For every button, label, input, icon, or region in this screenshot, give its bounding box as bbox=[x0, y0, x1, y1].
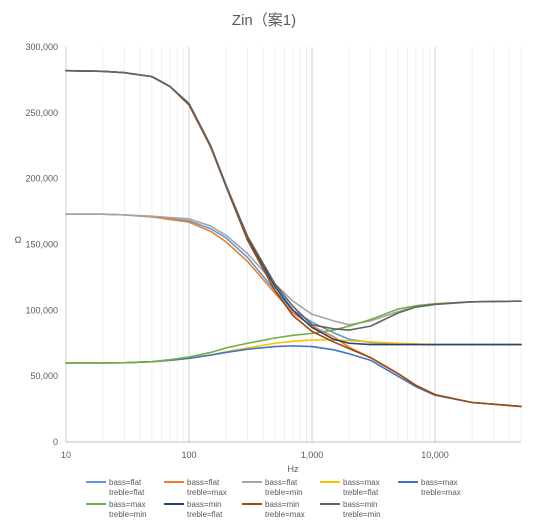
legend-label: treble=max bbox=[421, 488, 461, 497]
x-tick-label: 1,000 bbox=[301, 450, 324, 460]
legend-label: treble=min bbox=[265, 488, 303, 497]
y-tick-label: 300,000 bbox=[25, 42, 58, 52]
series-line-9 bbox=[65, 69, 522, 331]
x-axis-title: Hz bbox=[288, 464, 299, 474]
y-tick-label: 150,000 bbox=[25, 240, 58, 250]
axis-layer: 10 100 1,000 10,000 0 50,000 100,000 150,000 200… bbox=[25, 42, 521, 460]
series-line-3 bbox=[65, 213, 522, 326]
series-line-1 bbox=[65, 213, 522, 346]
legend-label: treble=max bbox=[187, 488, 227, 497]
legend-label: bass=flat bbox=[265, 478, 298, 487]
legend-label: bass=min bbox=[343, 500, 377, 509]
y-axis-title: Ω bbox=[15, 235, 22, 245]
legend-label: bass=max bbox=[421, 478, 458, 487]
legend-label: bass=flat bbox=[187, 478, 220, 487]
legend-label: treble=flat bbox=[343, 488, 379, 497]
y-tick-label: 200,000 bbox=[25, 174, 58, 184]
legend-label: bass=min bbox=[265, 500, 299, 509]
series-line-6 bbox=[65, 300, 522, 364]
legend-label: bass=max bbox=[109, 500, 146, 509]
series-line-8 bbox=[65, 69, 522, 408]
series-line-4 bbox=[65, 339, 522, 364]
legend-label: bass=min bbox=[187, 500, 221, 509]
y-tick-label: 100,000 bbox=[25, 305, 58, 315]
legend-label: treble=min bbox=[343, 510, 381, 519]
legend-label: bass=max bbox=[343, 478, 380, 487]
x-tick-label: 100 bbox=[181, 450, 196, 460]
series-layer bbox=[65, 69, 522, 408]
legend-label: treble=max bbox=[265, 510, 305, 519]
chart-title: Zin（案1) bbox=[232, 11, 296, 29]
x-tick-label: 10,000 bbox=[421, 450, 449, 460]
legend-label: treble=min bbox=[109, 510, 147, 519]
y-tick-label: 50,000 bbox=[30, 371, 58, 381]
y-tick-label: 250,000 bbox=[25, 108, 58, 118]
legend-label: treble=flat bbox=[109, 488, 145, 497]
y-tick-label: 0 bbox=[53, 437, 58, 447]
series-line-5 bbox=[65, 345, 522, 408]
legend-label: bass=flat bbox=[109, 478, 142, 487]
legend-label: treble=flat bbox=[187, 510, 223, 519]
x-tick-label: 10 bbox=[61, 450, 71, 460]
grid-layer bbox=[102, 47, 522, 442]
legend: bass=flattreble=flatbass=flattreble=maxb… bbox=[86, 478, 461, 519]
